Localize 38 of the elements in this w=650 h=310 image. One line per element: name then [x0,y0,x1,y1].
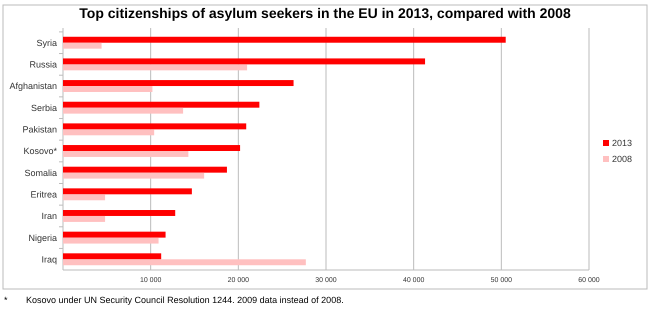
y-tick-label: Russia [29,60,57,70]
bar [63,102,260,108]
y-tick-label: Kosovo* [23,146,58,156]
y-tick-label: Iran [41,211,57,222]
y-tick-label: Eritrea [30,189,57,200]
bar [63,64,248,70]
bar [63,216,106,222]
bar [63,259,306,266]
bar [63,86,152,92]
bar [63,232,166,238]
bar [63,80,294,86]
bar [63,253,162,260]
bar [63,210,176,216]
bar [63,188,192,194]
legend-label: 2008 [612,154,632,164]
bar [63,166,227,173]
bar [63,145,240,151]
bar [63,36,506,43]
y-tick-label: Pakistan [22,124,57,134]
bar [63,172,204,179]
y-tick-label: Nigeria [28,232,57,243]
bar [63,129,154,136]
y-tick-label: Somalia [24,168,57,178]
bar [63,151,188,157]
y-tick-label: Syria [36,38,57,48]
legend-label: 2013 [612,138,632,148]
bar [63,42,102,49]
bar [63,194,106,200]
y-tick-label: Serbia [30,102,57,113]
y-tick-label: Iraq [41,254,57,264]
chart-title: Top citizenships of asylum seekers in the EU in 2013, compared with 2008 [79,5,571,21]
text: Kosovo under UN Security Council Resolution 1244. 2009 data instead of 2008. [26,295,344,305]
text: * [4,295,8,305]
bar [63,123,246,130]
bar [63,108,184,114]
bar [63,238,159,244]
y-tick-label: Afghanistan [9,81,57,92]
bar [63,58,426,64]
